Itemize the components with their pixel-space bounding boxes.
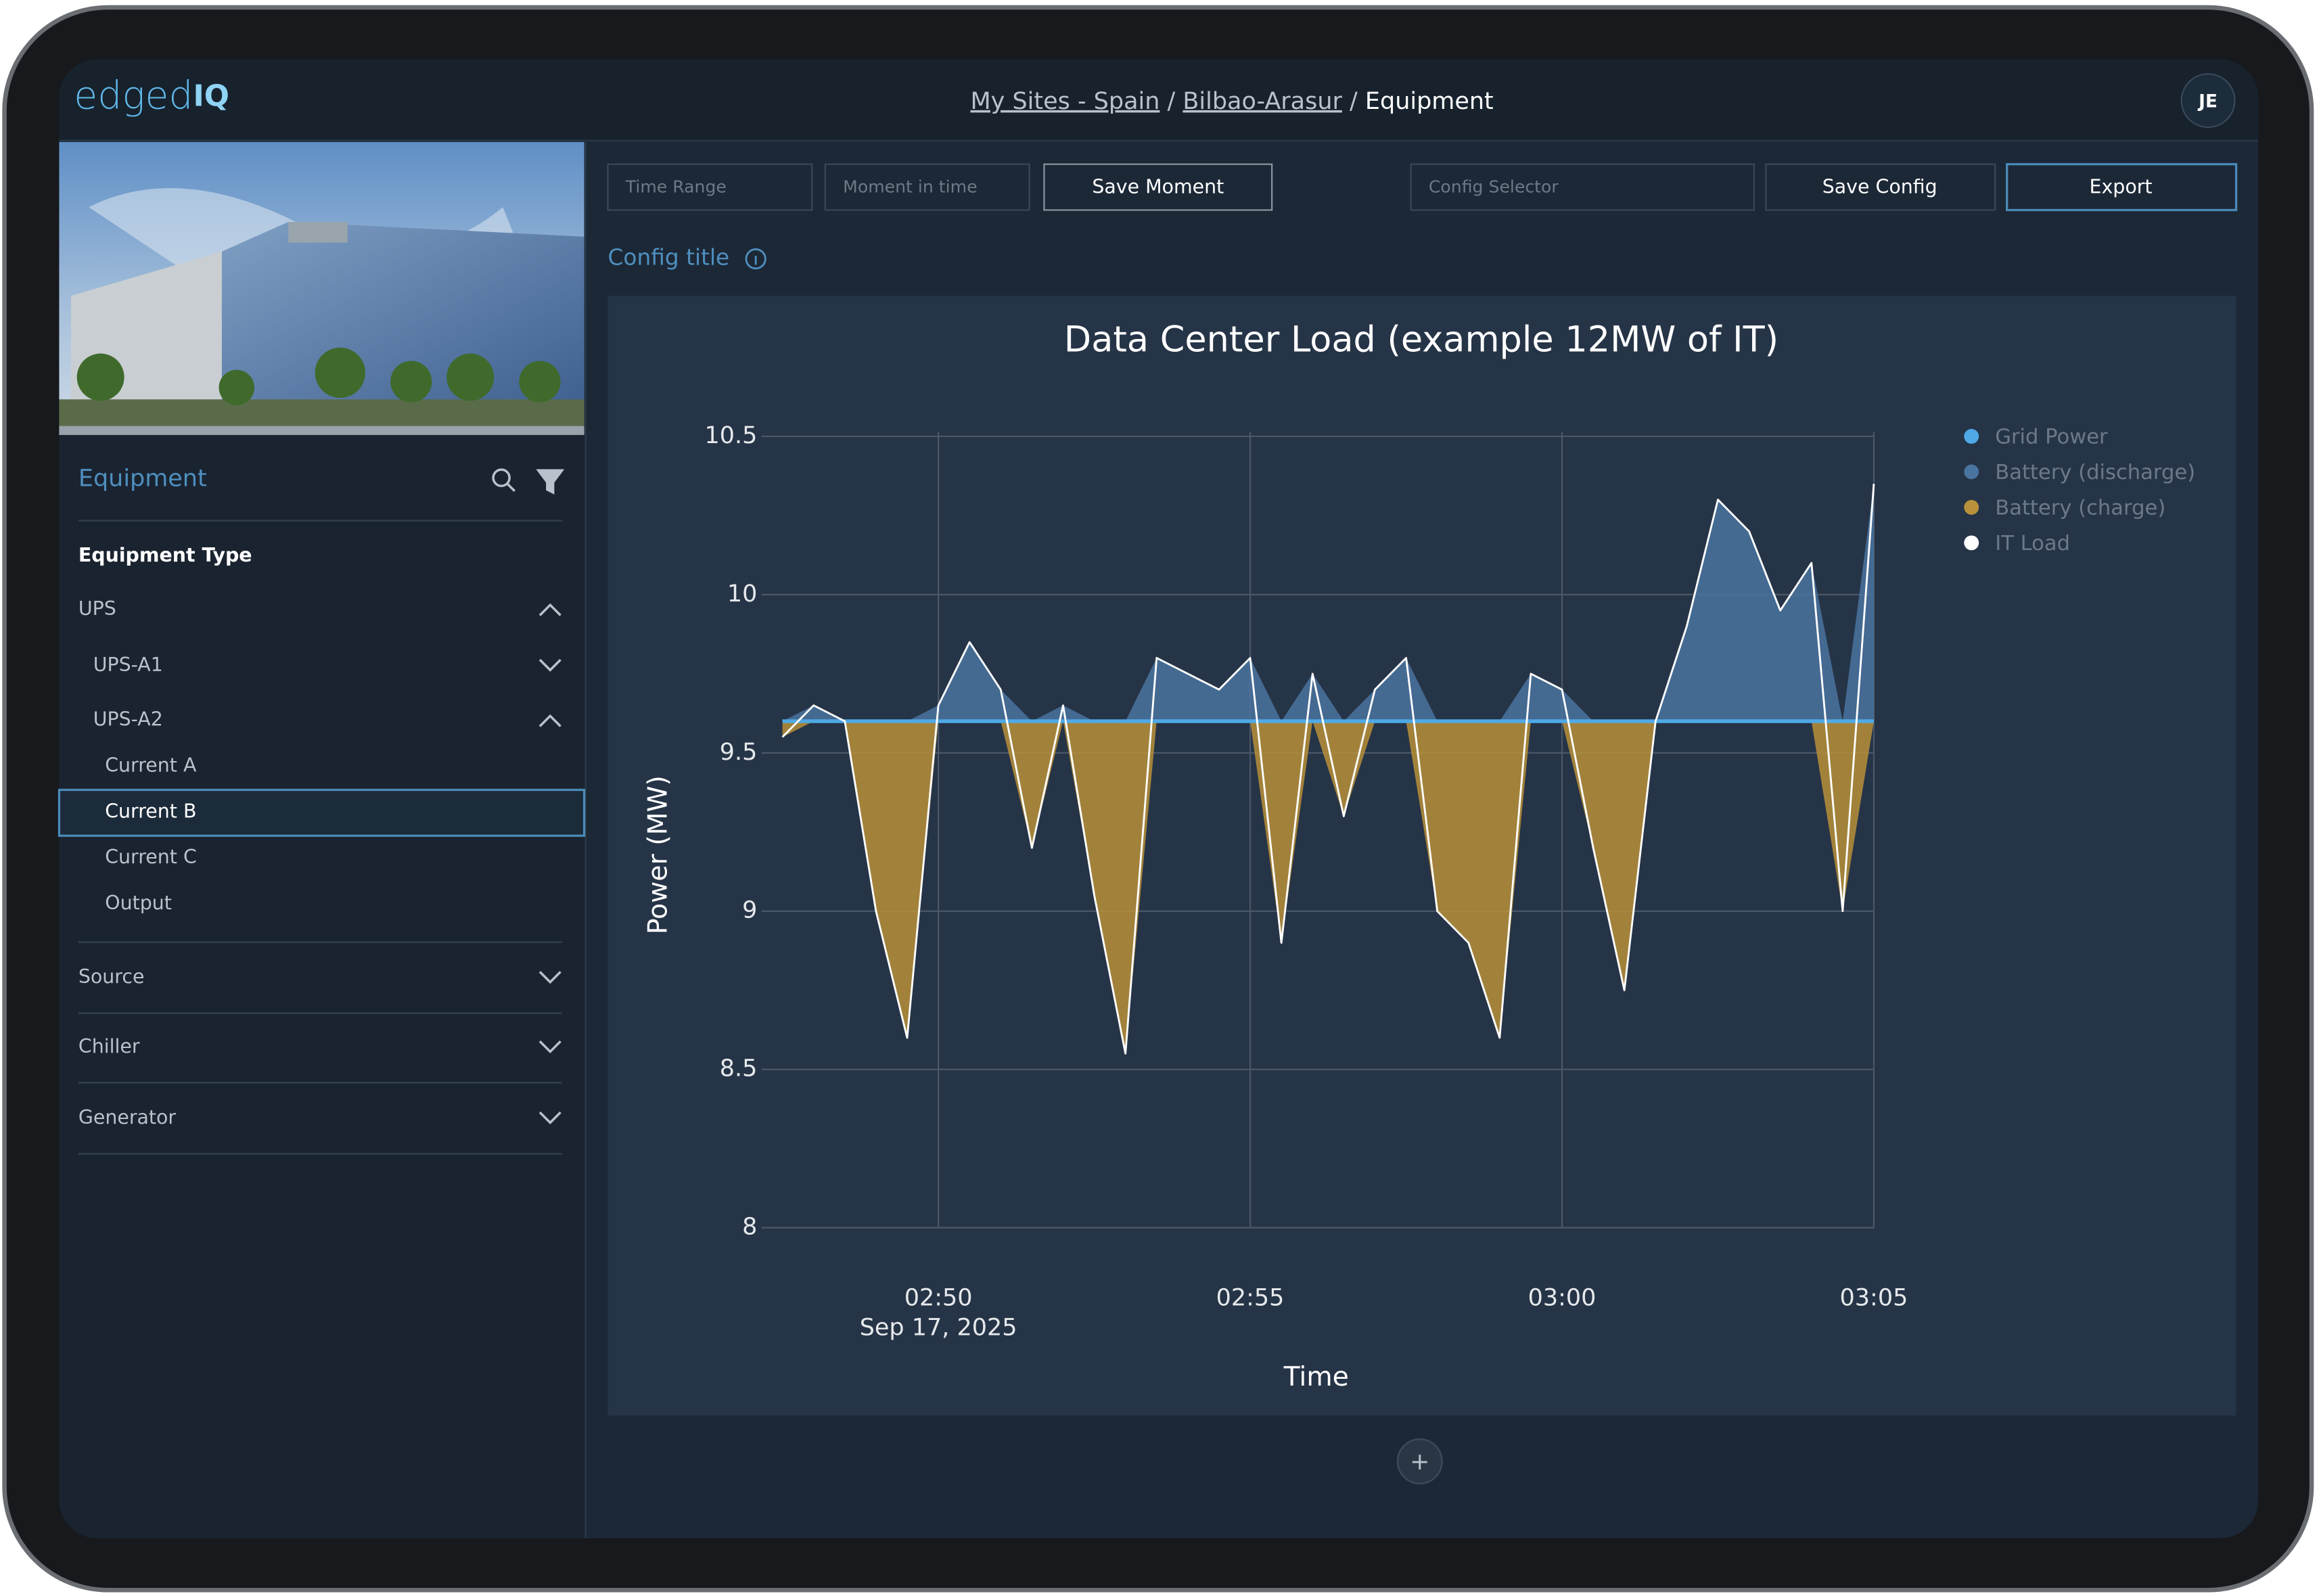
avatar-initials[interactable]: JE	[2197, 91, 2218, 112]
placeholder[interactable]: Time Range	[625, 177, 727, 197]
battery-area	[782, 484, 1874, 722]
chevron-down[interactable]	[538, 1040, 561, 1053]
site-photo	[59, 141, 584, 435]
breadcrumb-link[interactable]: Bilbao-Arasur	[1183, 88, 1342, 115]
y-tick-label: 10	[727, 580, 758, 608]
search-icon[interactable]	[492, 468, 511, 487]
legend-swatch	[1964, 535, 1979, 551]
x-tick-label: 02:55	[1216, 1285, 1285, 1312]
series-line	[781, 484, 1875, 1055]
photo-tree	[390, 361, 432, 403]
legend-swatch	[1964, 499, 1979, 515]
photo-tree	[219, 369, 255, 406]
button-label[interactable]: Save Config	[1822, 176, 1937, 198]
photo-tree	[315, 347, 365, 398]
photo-road	[59, 426, 584, 435]
chevron-down[interactable]	[538, 1111, 561, 1124]
chevron-down[interactable]	[538, 971, 561, 984]
tree-item-selected[interactable]: Current B	[105, 800, 196, 822]
breadcrumb-separator: /	[1350, 88, 1358, 115]
photo-roof	[288, 221, 348, 243]
sidebar-tools[interactable]	[492, 468, 565, 495]
search-icon-handle[interactable]	[506, 482, 516, 493]
chart-title: Data Center Load (example 12MW of IT)	[1064, 319, 1778, 361]
moment-input[interactable]	[824, 163, 1030, 211]
legend-label: Battery (charge)	[1995, 497, 2165, 520]
legend-label: Grid Power	[1995, 426, 2108, 449]
photo-tree	[446, 353, 495, 401]
tree-item[interactable]: UPS	[78, 597, 116, 620]
add-panel-button[interactable]	[1396, 1438, 1443, 1484]
photo-tree	[76, 353, 124, 401]
button-label[interactable]: Save Moment	[1092, 176, 1224, 198]
tree-item[interactable]: Current C	[105, 846, 197, 868]
section-title: Equipment Type	[78, 544, 252, 566]
legend-swatch	[1964, 464, 1979, 480]
logo-suffix[interactable]: IQ	[193, 78, 229, 113]
x-tick-label: 03:00	[1528, 1285, 1597, 1312]
tree-item[interactable]: UPS-A2	[93, 708, 163, 731]
placeholder[interactable]: Moment in time	[843, 177, 977, 197]
tree-item[interactable]: Current A	[105, 754, 197, 776]
chevron-up[interactable]	[538, 714, 561, 727]
info-icon[interactable]	[745, 248, 766, 270]
y-axis-title: Power (MW)	[643, 775, 674, 934]
tree-item[interactable]: Generator	[78, 1106, 177, 1128]
photo-tree	[519, 361, 561, 403]
chevron-down[interactable]	[538, 658, 561, 672]
filter-icon[interactable]	[536, 469, 565, 495]
avatar[interactable]	[2180, 73, 2236, 129]
legend-label: IT Load	[1995, 532, 2070, 555]
chart-panel	[607, 296, 2236, 1416]
x-tick-label: 02:50	[904, 1285, 973, 1312]
y-tick-label: 8.5	[720, 1055, 758, 1082]
save-config-button[interactable]	[1765, 163, 1996, 211]
tree-item[interactable]: Source	[78, 965, 145, 988]
config-title: Config title	[608, 245, 730, 271]
save-moment-button[interactable]	[1043, 163, 1273, 211]
time-range-input[interactable]	[607, 163, 813, 211]
y-tick-label: 9.5	[720, 739, 758, 766]
battery-area	[782, 721, 1874, 1054]
breadcrumb-current: Equipment	[1365, 88, 1494, 115]
button-label[interactable]: Export	[2090, 176, 2153, 198]
x-axis-title: Time	[1283, 1361, 1349, 1392]
legend-swatch	[1964, 429, 1979, 444]
logo-text[interactable]: edged	[74, 73, 193, 118]
config-selector[interactable]	[1410, 163, 1755, 211]
add-panel-label[interactable]: +	[1410, 1449, 1429, 1476]
tree-item[interactable]: Output	[105, 892, 172, 914]
breadcrumb: My Sites - Spain / Bilbao-Arasur / Equip…	[970, 88, 1493, 115]
x-tick-sublabel: Sep 17, 2025	[860, 1314, 1017, 1341]
tree-item[interactable]: UPS-A1	[93, 654, 163, 676]
y-tick-label: 9	[742, 897, 757, 924]
breadcrumb-separator: /	[1168, 88, 1176, 115]
header-bar	[59, 59, 2259, 141]
sidebar-heading: Equipment	[78, 465, 207, 492]
sidebar	[59, 141, 584, 1538]
y-tick-label: 10.5	[704, 422, 757, 449]
y-tick-label: 8	[742, 1214, 757, 1241]
tree-item[interactable]: Chiller	[78, 1035, 140, 1057]
selected-row[interactable]	[58, 788, 586, 837]
breadcrumb-link[interactable]: My Sites - Spain	[970, 88, 1160, 115]
x-tick-label: 03:05	[1840, 1285, 1908, 1312]
chevron-up[interactable]	[538, 603, 561, 616]
photo-building-front	[221, 221, 584, 415]
chevrons[interactable]	[538, 603, 561, 1124]
export-button[interactable]	[2006, 163, 2238, 212]
placeholder[interactable]: Config Selector	[1429, 177, 1559, 197]
legend-label: Battery (discharge)	[1995, 461, 2195, 484]
logo[interactable]: edgedIQ	[74, 73, 229, 118]
